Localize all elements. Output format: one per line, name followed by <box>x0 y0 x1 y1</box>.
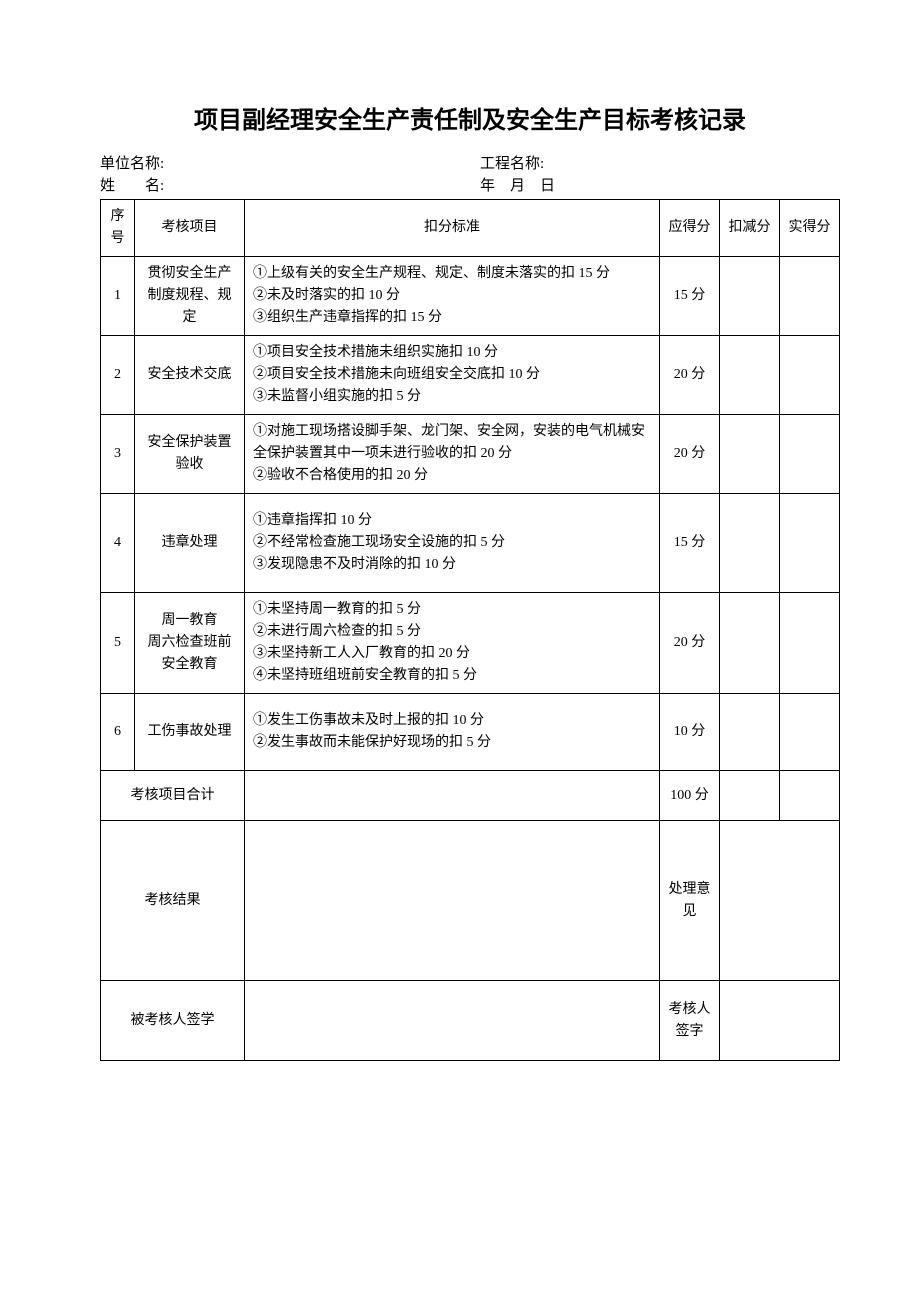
col-seq-header: 序号 <box>101 200 135 257</box>
seq-cell: 5 <box>101 593 135 694</box>
criteria-cell: ①项目安全技术措施未组织实施扣 10 分②项目安全技术措施未向班组安全交底扣 1… <box>245 336 660 415</box>
due-cell: 20 分 <box>660 593 720 694</box>
assessor-label: 考核人签字 <box>660 981 720 1061</box>
actual-cell <box>780 694 840 771</box>
due-cell: 20 分 <box>660 336 720 415</box>
criteria-cell: ①未坚持周一教育的扣 5 分②未进行周六检查的扣 5 分③未坚持新工人入厂教育的… <box>245 593 660 694</box>
project-name-label: 工程名称: <box>480 153 840 175</box>
total-criteria-cell <box>245 771 660 821</box>
deduct-cell <box>720 415 780 494</box>
due-cell: 20 分 <box>660 415 720 494</box>
col-deduct-header: 扣减分 <box>720 200 780 257</box>
result-value-cell <box>245 821 660 981</box>
table-row: 3安全保护装置验收①对施工现场搭设脚手架、龙门架、安全网，安装的电气机械安全保护… <box>101 415 840 494</box>
total-due: 100 分 <box>660 771 720 821</box>
table-row: 1贯彻安全生产制度规程、规定①上级有关的安全生产规程、规定、制度未落实的扣 15… <box>101 257 840 336</box>
person-name-label: 姓 名: <box>100 175 480 197</box>
due-cell: 15 分 <box>660 494 720 593</box>
item-cell: 违章处理 <box>135 494 245 593</box>
deduct-cell <box>720 336 780 415</box>
signature-row: 被考核人签学 考核人签字 <box>101 981 840 1061</box>
header-info: 单位名称: 工程名称: 姓 名: 年 月 日 <box>100 153 840 197</box>
actual-cell <box>780 336 840 415</box>
seq-cell: 6 <box>101 694 135 771</box>
actual-cell <box>780 415 840 494</box>
seq-cell: 4 <box>101 494 135 593</box>
due-cell: 10 分 <box>660 694 720 771</box>
criteria-cell: ①发生工伤事故未及时上报的扣 10 分②发生事故而未能保护好现场的扣 5 分 <box>245 694 660 771</box>
actual-cell <box>780 494 840 593</box>
seq-cell: 1 <box>101 257 135 336</box>
table-row: 5周一教育周六检查班前安全教育①未坚持周一教育的扣 5 分②未进行周六检查的扣 … <box>101 593 840 694</box>
item-cell: 贯彻安全生产制度规程、规定 <box>135 257 245 336</box>
total-deduct-cell <box>720 771 780 821</box>
actual-cell <box>780 593 840 694</box>
criteria-cell: ①对施工现场搭设脚手架、龙门架、安全网，安装的电气机械安全保护装置其中一项未进行… <box>245 415 660 494</box>
col-criteria-header: 扣分标准 <box>245 200 660 257</box>
assessee-label: 被考核人签学 <box>101 981 245 1061</box>
assessee-value-cell <box>245 981 660 1061</box>
total-row: 考核项目合计 100 分 <box>101 771 840 821</box>
col-item-header: 考核项目 <box>135 200 245 257</box>
deduct-cell <box>720 257 780 336</box>
seq-cell: 3 <box>101 415 135 494</box>
table-row: 4违章处理①违章指挥扣 10 分②不经常检查施工现场安全设施的扣 5 分③发现隐… <box>101 494 840 593</box>
result-row: 考核结果 处理意见 <box>101 821 840 981</box>
date-label: 年 月 日 <box>480 175 840 197</box>
assessment-table: 序号 考核项目 扣分标准 应得分 扣减分 实得分 1贯彻安全生产制度规程、规定①… <box>100 199 840 1061</box>
result-label: 考核结果 <box>101 821 245 981</box>
item-cell: 安全保护装置验收 <box>135 415 245 494</box>
due-cell: 15 分 <box>660 257 720 336</box>
table-row: 2安全技术交底①项目安全技术措施未组织实施扣 10 分②项目安全技术措施未向班组… <box>101 336 840 415</box>
table-header-row: 序号 考核项目 扣分标准 应得分 扣减分 实得分 <box>101 200 840 257</box>
actual-cell <box>780 257 840 336</box>
deduct-cell <box>720 494 780 593</box>
unit-name-label: 单位名称: <box>100 153 480 175</box>
deduct-cell <box>720 593 780 694</box>
seq-cell: 2 <box>101 336 135 415</box>
criteria-cell: ①违章指挥扣 10 分②不经常检查施工现场安全设施的扣 5 分③发现隐患不及时消… <box>245 494 660 593</box>
opinion-label: 处理意见 <box>660 821 720 981</box>
item-cell: 工伤事故处理 <box>135 694 245 771</box>
criteria-cell: ①上级有关的安全生产规程、规定、制度未落实的扣 15 分②未及时落实的扣 10 … <box>245 257 660 336</box>
table-row: 6工伤事故处理①发生工伤事故未及时上报的扣 10 分②发生事故而未能保护好现场的… <box>101 694 840 771</box>
col-due-header: 应得分 <box>660 200 720 257</box>
col-actual-header: 实得分 <box>780 200 840 257</box>
opinion-value-cell <box>720 821 840 981</box>
item-cell: 周一教育周六检查班前安全教育 <box>135 593 245 694</box>
assessor-value-cell <box>720 981 840 1061</box>
deduct-cell <box>720 694 780 771</box>
total-label: 考核项目合计 <box>101 771 245 821</box>
page-title: 项目副经理安全生产责任制及安全生产目标考核记录 <box>100 100 840 135</box>
total-actual-cell <box>780 771 840 821</box>
item-cell: 安全技术交底 <box>135 336 245 415</box>
